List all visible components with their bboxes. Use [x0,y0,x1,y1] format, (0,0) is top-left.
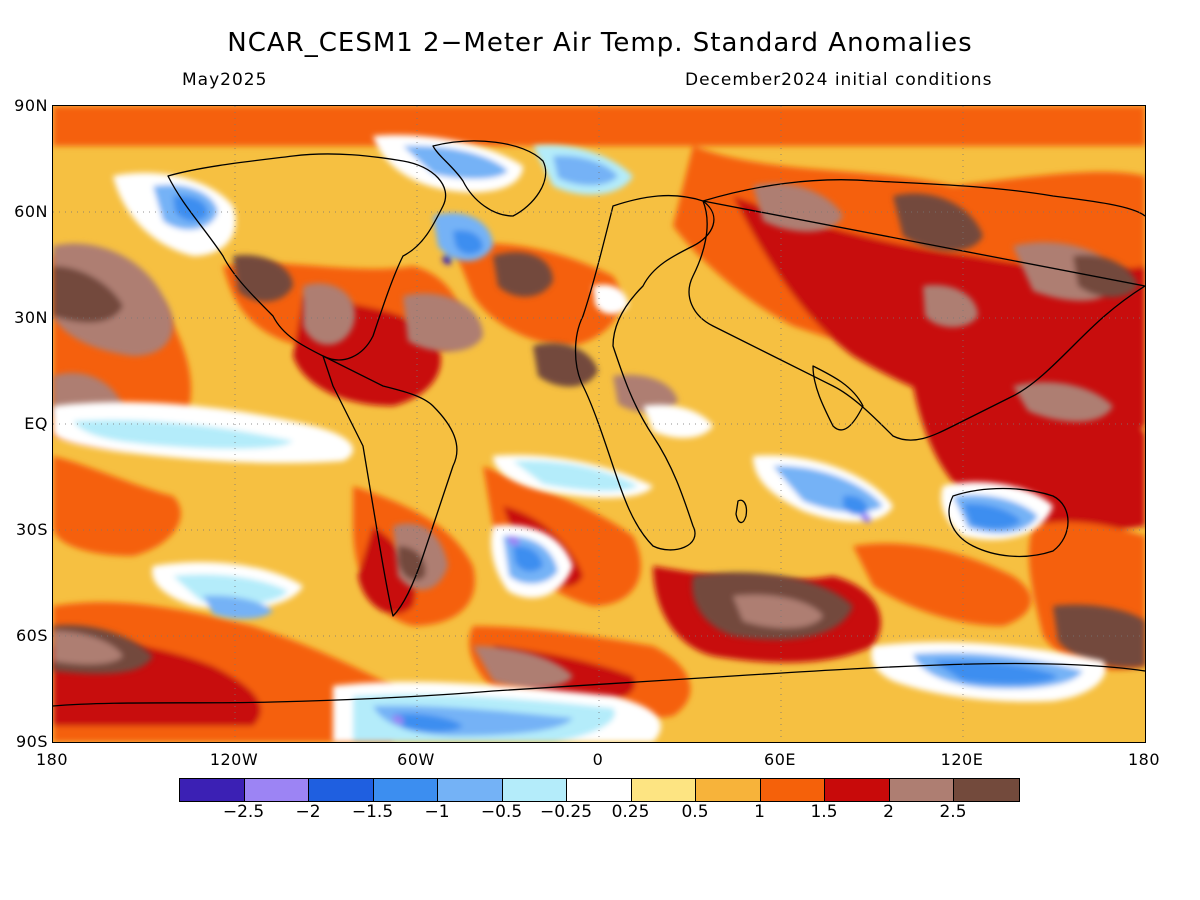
colorbar-swatch [373,779,438,801]
lon-label-0: 0 [592,750,604,769]
colorbar-swatch [825,779,890,801]
lon-label-120w: 120W [209,750,259,769]
colorbar-tick-label: −1 [424,802,450,822]
colorbar-tick-label: 1 [754,802,765,822]
init-conditions-label: December2024 initial conditions [685,70,993,90]
anomaly-map [52,105,1146,743]
colorbar-swatch [309,779,374,801]
map-title: NCAR_CESM1 2−Meter Air Temp. Standard An… [227,28,973,58]
colorbar-swatch [696,779,761,801]
lon-label-180e: 180 [1127,750,1161,769]
colorbar-tick-label: −2 [295,802,321,822]
colorbar-tick-label: −0.5 [480,802,523,822]
colorbar-swatch [567,779,632,801]
colorbar-tick-label: 0.5 [681,802,709,822]
colorbar-swatch [954,779,1019,801]
colorbar-tick-label: −1.5 [351,802,394,822]
lat-label-90n: 90N [14,96,48,115]
lat-label-eq: EQ [24,414,48,433]
colorbar-swatch [631,779,696,801]
colorbar-tick-label: −0.25 [539,802,593,822]
colorbar-tick-label: 1.5 [810,802,838,822]
colorbar [179,778,1020,802]
lat-label-90s: 90S [15,732,48,751]
colorbar-swatch [244,779,309,801]
colorbar-tick-label: 2.5 [939,802,967,822]
colorbar-tick-label: 0.25 [611,802,650,822]
lon-label-60w: 60W [397,750,435,769]
valid-month-label: May2025 [182,70,268,90]
colorbar-swatch [180,779,245,801]
lat-label-60s: 60S [15,626,48,645]
colorbar-tick-label: −2.5 [222,802,265,822]
lat-label-60n: 60N [14,202,48,221]
anomaly-field [53,106,1145,742]
lon-label-120e: 120E [940,750,984,769]
colorbar-swatch [502,779,567,801]
lat-label-30n: 30N [14,308,48,327]
lat-label-30s: 30S [15,520,48,539]
lon-label-180w: 180 [35,750,69,769]
coastlines [53,140,1145,707]
colorbar-tick-label: 2 [883,802,894,822]
colorbar-swatch [760,779,825,801]
colorbar-swatch [438,779,503,801]
colorbar-swatch [889,779,954,801]
lon-label-60e: 60E [764,750,796,769]
